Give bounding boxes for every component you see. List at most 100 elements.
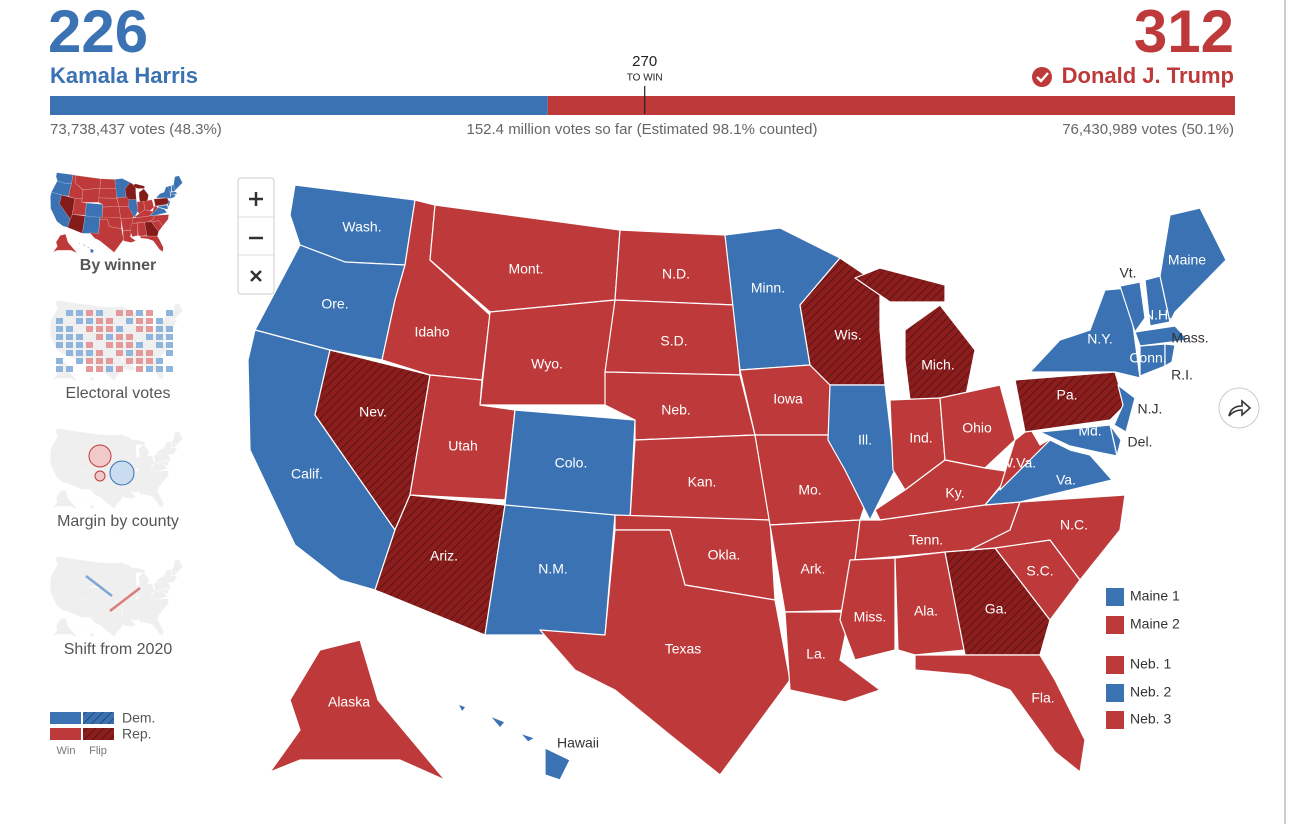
thumb-cell bbox=[116, 342, 123, 348]
state-label: Md. bbox=[1078, 423, 1101, 439]
total-votes: 152.4 million votes so far (Estimated 98… bbox=[466, 121, 817, 138]
legend-label: Dem. bbox=[122, 710, 155, 726]
thumb-cell bbox=[126, 334, 133, 340]
view-option[interactable]: Margin by county bbox=[50, 428, 183, 531]
state-label: Mont. bbox=[508, 261, 543, 277]
view-option[interactable]: Electoral votes bbox=[50, 300, 183, 403]
thumb-cell bbox=[156, 358, 163, 364]
state-shape[interactable] bbox=[457, 703, 467, 713]
state-shape[interactable] bbox=[269, 639, 446, 781]
legend-label: Win bbox=[57, 745, 76, 757]
thumb-cell bbox=[106, 318, 113, 324]
thumb-cell bbox=[166, 334, 173, 340]
state-shape[interactable] bbox=[999, 427, 1063, 491]
thumb-cell bbox=[96, 334, 103, 340]
thumb-cell bbox=[66, 366, 73, 372]
thumb-cell bbox=[136, 366, 143, 372]
reset-button[interactable] bbox=[250, 270, 262, 282]
zoom-in-button[interactable] bbox=[249, 192, 263, 206]
state[interactable] bbox=[1159, 207, 1227, 323]
state[interactable] bbox=[1164, 343, 1176, 367]
share-button[interactable] bbox=[1218, 387, 1260, 429]
state-shape[interactable] bbox=[839, 557, 896, 661]
thumb-cell bbox=[96, 310, 103, 316]
state[interactable] bbox=[1014, 371, 1126, 433]
state-shape[interactable] bbox=[479, 299, 616, 406]
state-shape[interactable] bbox=[1119, 281, 1146, 333]
state-label: Ala. bbox=[914, 603, 938, 619]
state[interactable] bbox=[969, 494, 1126, 581]
state-label: N.C. bbox=[1060, 517, 1088, 533]
state[interactable] bbox=[1029, 287, 1141, 379]
state-shape[interactable] bbox=[544, 747, 571, 781]
thumb-cell bbox=[56, 358, 63, 364]
state[interactable] bbox=[839, 557, 896, 661]
state[interactable] bbox=[1039, 424, 1118, 457]
state-shape[interactable] bbox=[1134, 325, 1189, 347]
state-label: Mo. bbox=[798, 482, 821, 498]
state[interactable] bbox=[457, 703, 571, 781]
state-label: Conn. bbox=[1129, 350, 1166, 366]
state-label: Ill. bbox=[858, 432, 872, 448]
state[interactable] bbox=[894, 551, 966, 656]
state[interactable] bbox=[999, 427, 1063, 491]
state[interactable] bbox=[914, 654, 1086, 773]
thumb-cell bbox=[116, 366, 123, 372]
thumb-cell bbox=[126, 342, 133, 348]
thumb-cell bbox=[166, 366, 173, 372]
state-shape[interactable] bbox=[1164, 343, 1176, 367]
thumb-cell bbox=[146, 326, 153, 332]
state[interactable] bbox=[854, 267, 976, 401]
state-shape[interactable] bbox=[489, 715, 506, 729]
state-shape[interactable] bbox=[1014, 371, 1126, 433]
state[interactable] bbox=[1113, 384, 1136, 433]
state-label: Minn. bbox=[751, 280, 785, 296]
view-label: Shift from 2020 bbox=[64, 641, 173, 658]
state[interactable] bbox=[374, 494, 506, 636]
view-label: Electoral votes bbox=[66, 385, 171, 402]
state-label: Pa. bbox=[1056, 387, 1077, 403]
state[interactable] bbox=[939, 384, 1016, 469]
state-shape[interactable] bbox=[939, 384, 1016, 469]
state-shape[interactable] bbox=[1113, 384, 1136, 433]
state-shape[interactable] bbox=[854, 267, 946, 303]
state-shape[interactable] bbox=[894, 551, 966, 656]
view-option[interactable]: By winner bbox=[50, 172, 183, 275]
thumb-cell bbox=[76, 350, 83, 356]
state[interactable] bbox=[479, 299, 616, 406]
state-label: Ky. bbox=[945, 485, 964, 501]
thumbnail-map bbox=[50, 172, 183, 254]
thumb-cell bbox=[116, 350, 123, 356]
thumb-arrow bbox=[85, 575, 113, 597]
thumb-cell bbox=[76, 310, 83, 316]
thumb-cell bbox=[86, 318, 93, 324]
view-option[interactable]: Shift from 2020 bbox=[50, 556, 183, 659]
state[interactable] bbox=[1134, 325, 1189, 347]
thumb-cell bbox=[166, 342, 173, 348]
state-label: S.D. bbox=[660, 333, 687, 349]
state[interactable] bbox=[799, 257, 886, 386]
state-label: Nev. bbox=[359, 404, 387, 420]
state-label: Ariz. bbox=[430, 548, 458, 564]
rep-bar bbox=[547, 96, 1235, 115]
state-shape[interactable] bbox=[519, 732, 536, 743]
thumb-circle bbox=[94, 470, 106, 482]
thumb-cell bbox=[156, 366, 163, 372]
state-label: N.D. bbox=[662, 266, 690, 282]
state-shape[interactable] bbox=[799, 257, 886, 386]
state-shape[interactable] bbox=[1029, 287, 1141, 379]
state-shape[interactable] bbox=[374, 494, 506, 636]
state[interactable] bbox=[269, 639, 446, 781]
thumb-cell bbox=[156, 326, 163, 332]
state-shape[interactable] bbox=[904, 304, 976, 401]
state-shape[interactable] bbox=[1039, 424, 1118, 457]
state-shape[interactable] bbox=[539, 529, 791, 776]
state[interactable] bbox=[1119, 281, 1146, 333]
state-shape[interactable] bbox=[969, 494, 1126, 581]
state-label: Fla. bbox=[1031, 690, 1054, 706]
state-shape[interactable] bbox=[1159, 207, 1227, 323]
state[interactable] bbox=[539, 529, 791, 776]
state-shape[interactable] bbox=[914, 654, 1086, 773]
thumb-cell bbox=[76, 318, 83, 324]
